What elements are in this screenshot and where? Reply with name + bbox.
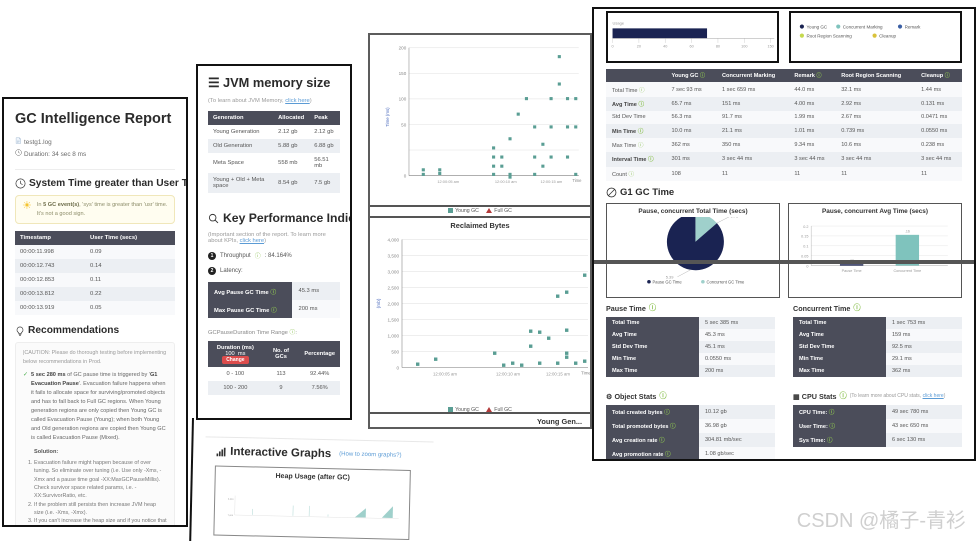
svg-text:12:00:15 am: 12:00:15 am	[541, 179, 563, 184]
svg-text:1,000: 1,000	[388, 334, 400, 339]
svg-text:12:00:05 am: 12:00:05 am	[437, 179, 459, 184]
svg-text:0.05: 0.05	[801, 254, 808, 258]
svg-text:0: 0	[806, 264, 808, 268]
svg-text:0.2: 0.2	[803, 225, 808, 229]
svg-text:0.15: 0.15	[801, 235, 808, 239]
svg-text:12:00:15 am: 12:00:15 am	[546, 372, 570, 377]
svg-text:60: 60	[689, 44, 693, 48]
svg-text:8,000: 8,000	[228, 499, 234, 501]
svg-text:0: 0	[396, 366, 399, 371]
svg-text:Concurrent Time: Concurrent Time	[893, 269, 921, 273]
svg-text:Concurrent Marking: Concurrent Marking	[843, 24, 883, 29]
svg-text:150: 150	[399, 71, 407, 76]
svg-text:Time: Time	[572, 178, 582, 183]
svg-text:(mb): (mb)	[376, 298, 382, 308]
svg-text:Remark: Remark	[905, 24, 922, 29]
svg-text:2,500: 2,500	[388, 286, 400, 291]
svg-text:20: 20	[637, 44, 641, 48]
svg-text:150: 150	[767, 44, 773, 48]
svg-text:100: 100	[741, 44, 747, 48]
svg-text:3,500: 3,500	[388, 254, 400, 259]
svg-text:Root Region Scanning: Root Region Scanning	[806, 33, 852, 38]
svg-text:500: 500	[391, 350, 399, 355]
svg-text:1,500: 1,500	[388, 318, 400, 323]
svg-text:Time (ms): Time (ms)	[385, 107, 390, 127]
svg-text:100: 100	[399, 97, 407, 102]
svg-text:Young GC: Young GC	[806, 24, 827, 29]
svg-text:Concurrent GC Time: Concurrent GC Time	[706, 280, 745, 285]
svg-text:Pause GC Time: Pause GC Time	[653, 280, 683, 285]
svg-text:3,000: 3,000	[388, 270, 400, 275]
svg-text:Pause Time: Pause Time	[842, 269, 862, 273]
svg-text:4,000: 4,000	[388, 238, 400, 243]
svg-text:200: 200	[399, 46, 407, 51]
svg-text:12:00:05 am: 12:00:05 am	[433, 372, 457, 377]
svg-text:2,000: 2,000	[388, 302, 400, 307]
svg-text:0: 0	[404, 173, 407, 178]
svg-text:Cleanup: Cleanup	[879, 33, 896, 38]
svg-text:Time: Time	[581, 371, 591, 376]
svg-text:12:00:10 am: 12:00:10 am	[495, 179, 517, 184]
svg-text:0: 0	[611, 44, 613, 48]
svg-text:Usage: Usage	[613, 21, 625, 26]
svg-text:1.75: 1.75	[730, 217, 738, 218]
svg-text:7,000: 7,000	[228, 515, 234, 517]
svg-text:12:00:10 am: 12:00:10 am	[496, 372, 520, 377]
svg-text:40: 40	[663, 44, 667, 48]
svg-text:80: 80	[716, 44, 720, 48]
svg-text:50: 50	[401, 122, 407, 127]
svg-text:.16: .16	[905, 229, 910, 233]
svg-text:0.1: 0.1	[803, 245, 808, 249]
